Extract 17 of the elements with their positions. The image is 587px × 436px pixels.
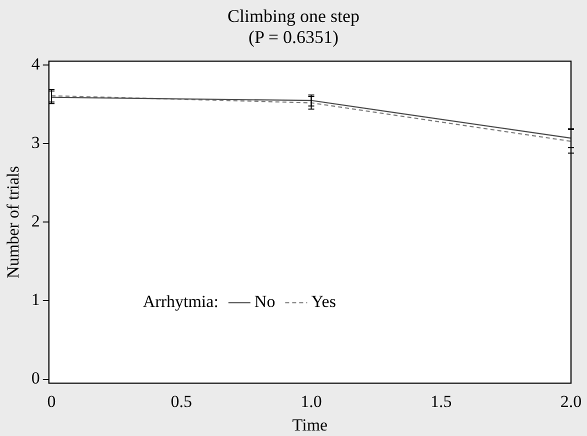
y-tick-label: 2 <box>31 212 40 231</box>
x-tick-label: 1.0 <box>300 392 322 411</box>
legend-label: No <box>254 292 276 312</box>
y-tick-label: 1 <box>31 290 40 310</box>
legend-title: Arrhytmia: <box>142 292 218 312</box>
y-tick-label: 4 <box>31 54 40 74</box>
x-axis-title: Time <box>292 415 328 434</box>
x-tick-label: 0 <box>47 392 56 411</box>
x-tick-label: 2.0 <box>560 392 582 411</box>
y-axis-title: Number of trials <box>4 166 23 278</box>
legend-label: Yes <box>311 292 336 312</box>
x-tick-label: 0.5 <box>170 392 192 411</box>
chart-title: Climbing one step <box>226 6 360 27</box>
chart-subtitle: (P = 0.6351) <box>248 27 340 48</box>
y-tick-label: 0 <box>31 368 40 388</box>
x-tick-label: 1.5 <box>430 392 452 411</box>
y-tick-label: 3 <box>31 133 40 152</box>
